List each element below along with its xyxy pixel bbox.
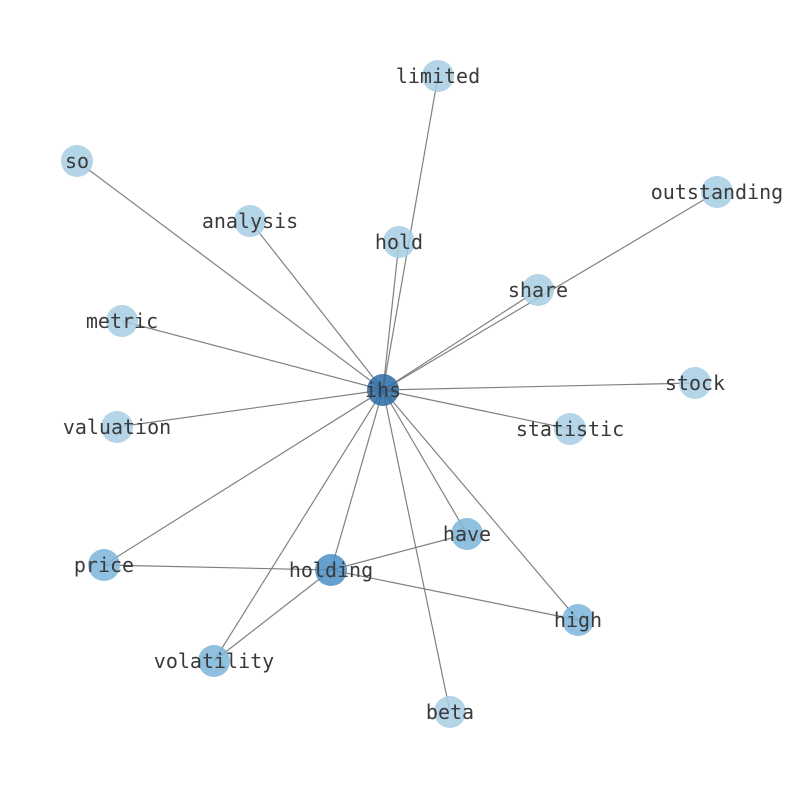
node-label-limited: limited: [396, 64, 480, 88]
edge-holding-high: [330, 569, 579, 621]
node-label-volatility: volatility: [154, 649, 274, 673]
edge-ihs-analysis: [249, 220, 384, 391]
node-outstanding: [701, 176, 733, 208]
node-label-hold: hold: [375, 230, 423, 254]
node-so: [61, 145, 93, 177]
edge-ihs-hold: [382, 241, 400, 391]
edge-ihs-metric: [121, 320, 384, 391]
node-hold: [383, 226, 415, 258]
edge-ihs-valuation: [116, 389, 384, 428]
node-share: [522, 274, 554, 306]
node-label-beta: beta: [426, 700, 474, 724]
edge-ihs-volatility: [213, 389, 384, 662]
node-price: [88, 549, 120, 581]
edge-ihs-price: [103, 389, 384, 566]
node-label-stock: stock: [665, 371, 725, 395]
node-volatility: [198, 645, 230, 677]
node-label-price: price: [74, 553, 134, 577]
edge-ihs-holding: [330, 389, 384, 571]
node-label-outstanding: outstanding: [651, 180, 783, 204]
node-label-high: high: [554, 608, 602, 632]
node-high: [562, 604, 594, 636]
node-beta: [434, 696, 466, 728]
node-label-metric: metric: [86, 309, 158, 333]
edge-ihs-stock: [382, 382, 696, 391]
node-label-analysis: analysis: [202, 209, 298, 233]
edge-holding-price: [103, 564, 332, 571]
node-ihs: [367, 374, 399, 406]
node-label-have: have: [443, 522, 491, 546]
node-label-ihs: ihs: [365, 378, 401, 402]
node-label-valuation: valuation: [63, 415, 171, 439]
node-valuation: [101, 411, 133, 443]
edge-ihs-high: [382, 389, 579, 621]
node-label-so: so: [65, 149, 89, 173]
edge-ihs-so: [76, 160, 384, 391]
node-label-share: share: [508, 278, 568, 302]
node-holding: [315, 554, 347, 586]
edge-ihs-statistic: [382, 389, 571, 430]
edge-holding-volatility: [213, 569, 332, 662]
node-statistic: [554, 413, 586, 445]
edge-ihs-beta: [382, 389, 451, 713]
node-label-holding: holding: [289, 558, 373, 582]
node-analysis: [234, 205, 266, 237]
edge-holding-have: [330, 533, 468, 571]
node-limited: [422, 60, 454, 92]
node-label-statistic: statistic: [516, 417, 624, 441]
node-have: [451, 518, 483, 550]
node-metric: [106, 305, 138, 337]
node-stock: [679, 367, 711, 399]
edge-ihs-share: [382, 289, 539, 391]
edge-ihs-have: [382, 389, 468, 535]
